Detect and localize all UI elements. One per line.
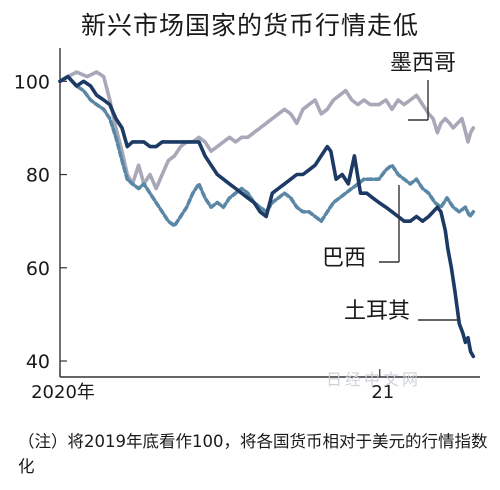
x-tick-label: 21 — [371, 382, 394, 403]
series-label: 墨西哥 — [390, 51, 456, 76]
y-tick-label: 80 — [26, 165, 50, 187]
series-line — [58, 70, 476, 191]
series-line — [58, 74, 476, 359]
watermark-logo: 日经中文网 — [326, 370, 422, 389]
chart-note: （注）将2019年底看作100，将各国货币相对于美元的行情指数化 — [18, 432, 488, 476]
y-tick-label: 100 — [14, 71, 50, 93]
y-tick-label: 60 — [26, 258, 50, 280]
y-tick-label: 40 — [26, 351, 50, 373]
series-label: 土耳其 — [344, 299, 410, 324]
series-label: 巴西 — [322, 246, 366, 271]
chart-title: 新兴市场国家的货币行情走低 — [80, 11, 419, 40]
x-tick-label: 2020年 — [31, 382, 95, 403]
